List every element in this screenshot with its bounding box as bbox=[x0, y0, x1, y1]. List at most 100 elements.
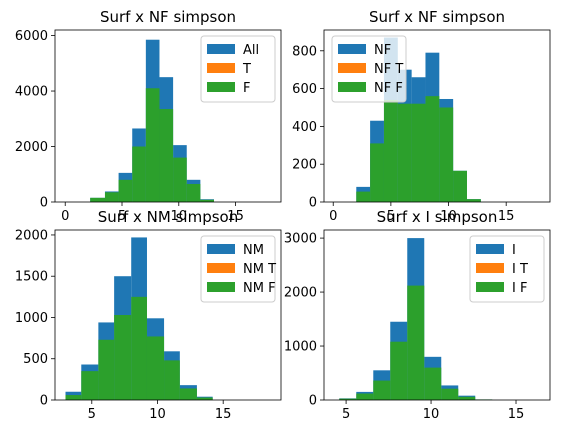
y-tick-label: 500 bbox=[23, 352, 48, 367]
legend-label: NM F bbox=[243, 281, 276, 296]
subplot-title: Surf x NF simpson bbox=[100, 8, 236, 26]
y-tick-label: 400 bbox=[292, 120, 317, 135]
x-tick-label: 5 bbox=[342, 407, 350, 422]
y-tick-label: 0 bbox=[40, 196, 48, 211]
bar-4-2-7 bbox=[458, 396, 476, 400]
bar-3-2-5 bbox=[146, 336, 165, 400]
legend-label: All bbox=[243, 43, 259, 58]
y-tick-label: 6000 bbox=[15, 29, 48, 44]
plot-frame bbox=[323, 29, 551, 203]
bar-3-2-8 bbox=[196, 397, 213, 400]
legend-label: NF T bbox=[374, 62, 403, 77]
legend: NF NF T NF F bbox=[331, 35, 407, 103]
x-tick-label: 10 bbox=[440, 209, 457, 224]
bar-1-2-5 bbox=[159, 109, 174, 202]
legend: I I T I F bbox=[469, 235, 545, 303]
legend-swatch bbox=[476, 263, 504, 273]
legend-swatch bbox=[207, 63, 235, 73]
x-tick-label: 15 bbox=[227, 209, 244, 224]
legend-swatch bbox=[207, 44, 235, 54]
y-tick-label: 1500 bbox=[15, 270, 48, 285]
x-tick-label: 15 bbox=[215, 407, 232, 422]
legend-swatch bbox=[338, 44, 366, 54]
x-tick-label: 15 bbox=[508, 407, 525, 422]
y-tick-label: 2000 bbox=[15, 140, 48, 155]
y-tick-label: 4000 bbox=[15, 85, 48, 100]
legend-label: T bbox=[242, 62, 251, 77]
bar-1-2-0 bbox=[90, 197, 105, 202]
bar-1-2-8 bbox=[200, 199, 214, 202]
bar-1-2-3 bbox=[132, 146, 146, 202]
x-tick-label: 10 bbox=[423, 407, 440, 422]
x-tick-label: 0 bbox=[61, 209, 69, 224]
bar-1-2-1 bbox=[104, 192, 119, 202]
bar-3-2-6 bbox=[164, 360, 180, 400]
legend-swatch bbox=[207, 263, 235, 273]
bar-3-2-2 bbox=[98, 339, 115, 400]
bar-3-2-3 bbox=[114, 315, 132, 400]
x-tick-label: 10 bbox=[171, 209, 188, 224]
legend-swatch bbox=[338, 82, 366, 92]
subplot-4: 5 10 15 0 1000 2000 3000 Surf x I simpson I I T I … bbox=[284, 208, 551, 422]
bar-2-2-3 bbox=[397, 103, 412, 202]
y-tick-label: 1000 bbox=[284, 340, 317, 355]
y-tick-label: 2000 bbox=[284, 286, 317, 301]
x-tick-label: 10 bbox=[149, 407, 166, 422]
legend-swatch bbox=[207, 282, 235, 292]
subplot-1: 0 5 10 15 0 2000 4000 6000 Surf x NF simpson All T… bbox=[15, 8, 282, 224]
legend-label: NF F bbox=[374, 81, 403, 96]
subplot-3: 5 10 15 0 500 1000 1500 2000 Surf x NM simpson NM… bbox=[15, 208, 282, 422]
legend-swatch bbox=[476, 244, 504, 254]
bar-1-2-7 bbox=[186, 183, 201, 202]
y-tick-label: 0 bbox=[40, 394, 48, 409]
legend-label: NM bbox=[243, 243, 264, 258]
legend-swatch bbox=[476, 282, 504, 292]
legend: All TF bbox=[200, 35, 276, 103]
legend-label: NM T bbox=[243, 262, 276, 277]
bar-4-2-1 bbox=[356, 393, 374, 400]
legend-swatch bbox=[207, 244, 235, 254]
subplot-title: Surf x NF simpson bbox=[369, 8, 505, 26]
legend-label: I T bbox=[512, 262, 528, 277]
bar-3-2-0 bbox=[65, 395, 82, 400]
bar-4-2-3 bbox=[390, 341, 408, 400]
x-tick-label: 0 bbox=[329, 209, 337, 224]
y-tick-label: 200 bbox=[292, 158, 317, 173]
legend-label: NF bbox=[374, 43, 391, 58]
y-tick-label: 800 bbox=[292, 44, 317, 59]
x-tick-label: 5 bbox=[118, 209, 126, 224]
legend-label: I F bbox=[512, 281, 527, 296]
legend-label: F bbox=[243, 81, 250, 96]
bar-2-2-7 bbox=[453, 170, 467, 202]
bar-1-2-2 bbox=[118, 179, 133, 202]
plot-frame bbox=[54, 29, 282, 203]
bar-3-2-7 bbox=[179, 388, 197, 400]
bar-2-2-2 bbox=[383, 99, 398, 202]
bar-2-2-1 bbox=[370, 143, 384, 202]
y-tick-label: 2000 bbox=[15, 228, 48, 243]
y-tick-label: 0 bbox=[309, 394, 317, 409]
y-tick-label: 600 bbox=[292, 82, 317, 97]
y-tick-label: 1000 bbox=[15, 311, 48, 326]
legend-swatch bbox=[338, 63, 366, 73]
bar-2-2-5 bbox=[425, 96, 440, 202]
x-tick-label: 5 bbox=[88, 407, 96, 422]
x-tick-label: 15 bbox=[498, 209, 515, 224]
bar-4-2-5 bbox=[424, 367, 442, 400]
x-tick-label: 5 bbox=[387, 209, 395, 224]
subplot-title: Surf x NM simpson bbox=[98, 208, 238, 226]
plot-frame bbox=[323, 229, 551, 401]
legend: NM NM T NM F bbox=[200, 235, 276, 303]
bar-4-2-2 bbox=[373, 380, 391, 400]
bar-3-2-4 bbox=[131, 296, 147, 400]
y-tick-label: 0 bbox=[309, 196, 317, 211]
legend-swatch bbox=[207, 82, 235, 92]
bar-2-2-0 bbox=[356, 191, 371, 202]
plot-frame bbox=[54, 229, 282, 401]
legend-label: I bbox=[512, 243, 516, 258]
bar-1-2-6 bbox=[173, 157, 187, 202]
bar-4-2-6 bbox=[441, 388, 459, 400]
subplot-title: Surf x I simpson bbox=[377, 208, 498, 226]
bar-2-2-8 bbox=[466, 199, 481, 202]
